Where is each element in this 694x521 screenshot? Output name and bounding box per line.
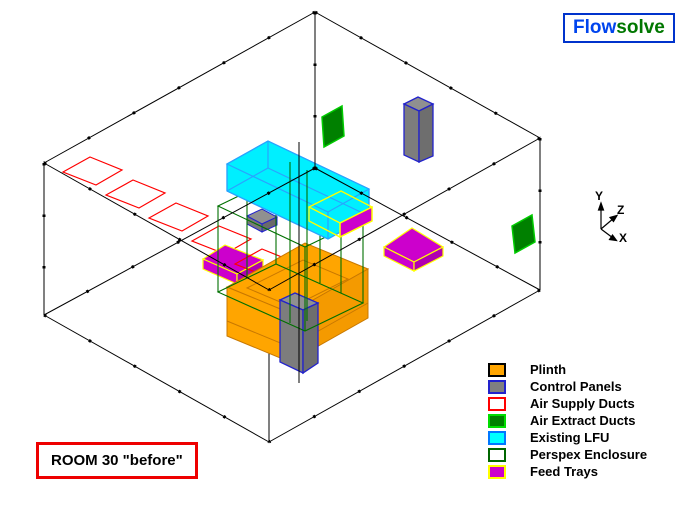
legend-swatch [488,430,506,445]
legend-item: Plinth [488,361,647,378]
legend-label: Existing LFU [530,430,610,445]
axis-label-x: X [619,231,628,245]
feed-tray-right [382,227,445,272]
legend-swatch [488,362,506,377]
axis-label-z: Z [617,203,625,217]
legend-swatch [488,379,506,394]
air-supply-duct [147,202,210,232]
legend-label: Air Supply Ducts [530,396,635,411]
legend-item: Air Supply Ducts [488,395,647,412]
air-extract-ducts [321,104,536,255]
legend-label: Plinth [530,362,567,377]
flowsolve-logo: Flowsolve [563,13,675,43]
plinth-inner-edge [245,259,350,308]
feed-tray-front [307,190,374,239]
legend-item: Feed Trays [488,463,647,480]
flowsolve-logo-blue: Flow [573,17,617,38]
legend-label: Perspex Enclosure [530,447,648,462]
air-supply-duct [104,179,167,209]
legend-label: Air Extract Ducts [530,413,636,428]
legend-item: Air Extract Ducts [488,412,647,429]
legend: Plinth Control Panels Air Supply Ducts Air … [488,361,647,480]
room-wireframe-grid-dots [42,10,542,444]
flowsolve-logo-green: solve [616,17,665,38]
air-extract-duct [511,213,536,255]
air-supply-duct [61,156,124,186]
axis-label-y: Y [595,189,604,203]
legend-label: Control Panels [530,379,622,394]
room-wireframe-overlay-dots [43,12,541,317]
legend-item: Control Panels [488,378,647,395]
axis-triad [597,201,619,242]
legend-label: Feed Trays [530,464,598,479]
control-panel-upper [402,96,435,164]
legend-swatch [488,464,506,479]
legend-item: Perspex Enclosure [488,446,647,463]
room-title-box: ROOM 30 "before" [36,442,198,479]
room-wireframe [43,11,541,443]
legend-swatch [488,447,506,462]
legend-swatch [488,413,506,428]
air-extract-duct [321,104,345,149]
legend-swatch [488,396,506,411]
existing-lfu [225,140,371,240]
perspex-enclosure-overlay [289,162,308,323]
room-title-text: ROOM 30 "before" [51,452,183,469]
legend-item: Existing LFU [488,429,647,446]
